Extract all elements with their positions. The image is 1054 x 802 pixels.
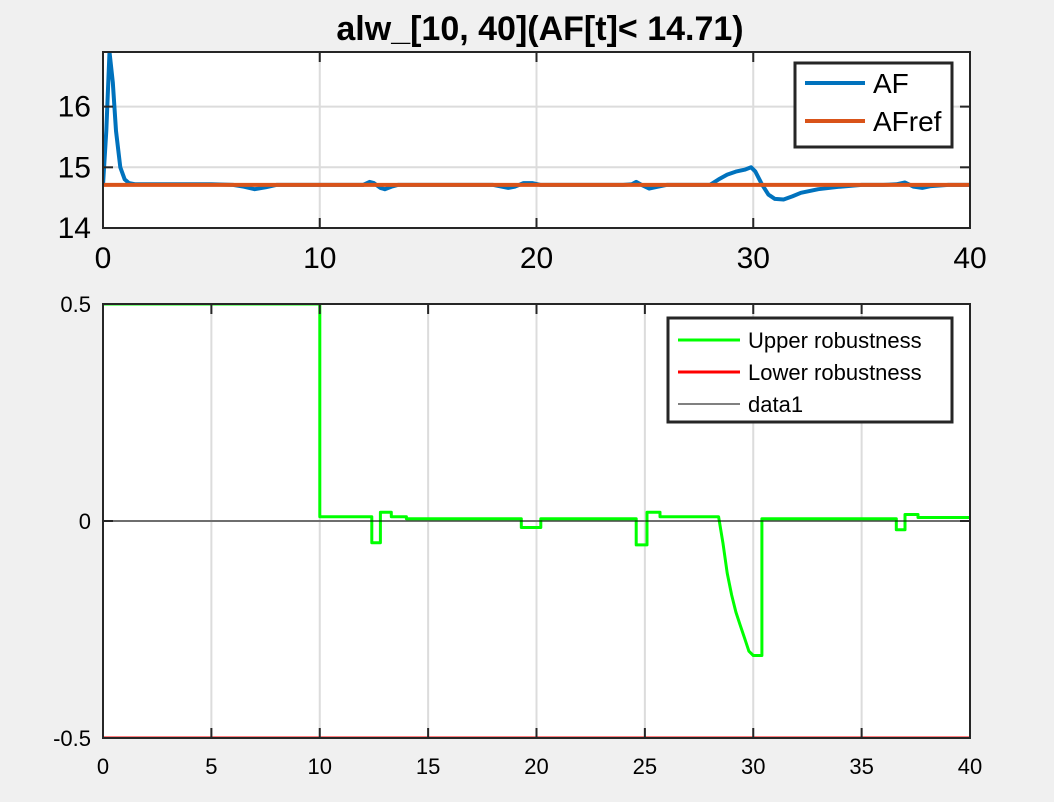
y-tick-label: 0 [79, 509, 91, 534]
x-tick-label: 30 [741, 754, 765, 779]
y-tick-label: 14 [58, 212, 91, 245]
legend-box [666, 316, 954, 424]
legend-box [793, 61, 954, 149]
x-tick-label: 20 [520, 242, 553, 275]
x-tick-label: 35 [849, 754, 873, 779]
x-tick-label: 30 [737, 242, 770, 275]
x-tick-label: 15 [416, 754, 440, 779]
x-tick-label: 0 [97, 754, 109, 779]
x-tick-label: 0 [95, 242, 112, 275]
series-line-upper-robustness [103, 304, 970, 657]
y-tick-label: -0.5 [53, 726, 91, 751]
legend-label: AF [873, 68, 909, 99]
chart-title: alw_[10, 40](AF[t]< 14.71) [336, 10, 743, 48]
x-tick-label: 5 [205, 754, 217, 779]
x-tick-label: 40 [958, 754, 982, 779]
x-tick-label: 40 [953, 242, 986, 275]
legend-label: AFref [873, 106, 942, 137]
legend-label: Lower robustness [748, 360, 922, 385]
x-tick-label: 10 [303, 242, 336, 275]
x-tick-label: 25 [633, 754, 657, 779]
x-tick-label: 20 [524, 754, 548, 779]
x-tick-label: 10 [308, 754, 332, 779]
top-axes: 0 10 20 30 40 14 15 16 AF AFref [58, 51, 987, 275]
legend-label: Upper robustness [748, 328, 922, 353]
y-tick-label: 15 [58, 151, 91, 184]
y-tick-label: 16 [58, 91, 91, 124]
y-tick-label: 0.5 [60, 292, 91, 317]
legend-label: data1 [748, 392, 803, 417]
